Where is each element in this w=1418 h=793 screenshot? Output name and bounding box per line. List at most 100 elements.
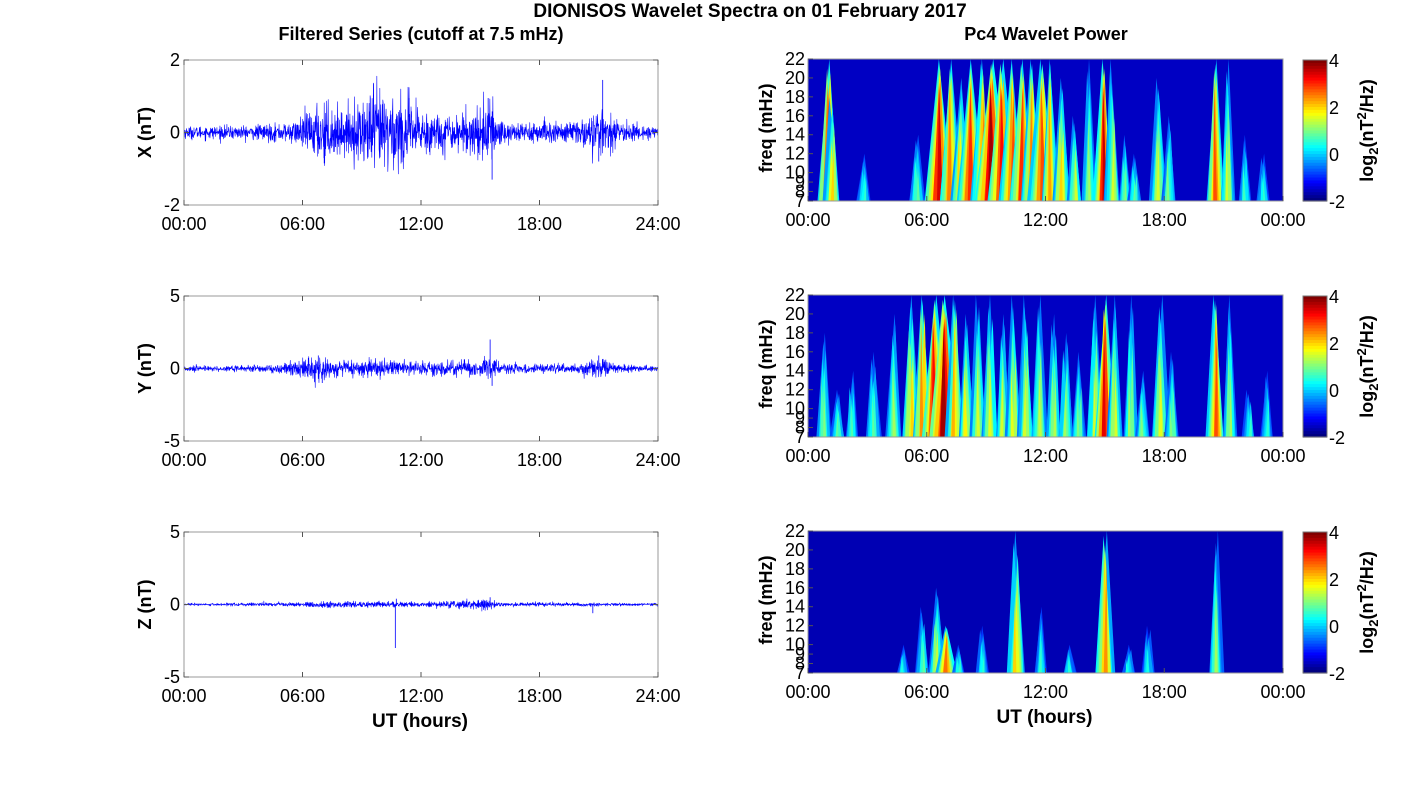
colorbar-band — [1303, 107, 1327, 111]
colorbar-band — [1303, 646, 1327, 651]
colorbar-band — [1303, 581, 1327, 586]
xtick-label: 00:00 — [1260, 446, 1305, 466]
colorbar-band — [1303, 419, 1327, 423]
ytick-label: 12 — [785, 144, 805, 164]
colorbar-band — [1303, 77, 1327, 82]
colorbar-label: log2(nT2/Hz) — [1354, 79, 1381, 181]
colorbar-band — [1303, 428, 1327, 432]
power-streak — [1169, 394, 1173, 437]
ytick-label: 8 — [795, 418, 805, 438]
colorbar-band — [1303, 177, 1327, 182]
power-streak — [835, 413, 839, 437]
power-streak — [1012, 354, 1018, 437]
power-streak — [1124, 167, 1127, 201]
power-streak — [1101, 323, 1106, 437]
colorbar-band — [1303, 98, 1327, 102]
colorbar-band — [1303, 549, 1327, 554]
colorbar-band — [1303, 534, 1327, 539]
colorbar-band — [1303, 162, 1327, 167]
figure-title: DIONISOS Wavelet Spectra on 01 February … — [533, 1, 966, 22]
colorbar-band — [1303, 60, 1327, 64]
power-streak — [1249, 413, 1252, 437]
colorbar-band — [1303, 628, 1327, 633]
colorbar-band — [1303, 398, 1327, 403]
colorbar-band — [1303, 540, 1327, 545]
ytick-label: 7 — [795, 663, 805, 683]
power-streak — [872, 394, 875, 437]
colorbar-band — [1303, 658, 1327, 662]
ytick-label: 5 — [170, 286, 180, 306]
colorbar-band — [1303, 599, 1327, 604]
colorbar-band — [1303, 593, 1327, 598]
colorbar-band — [1303, 564, 1327, 568]
power-streak — [1111, 130, 1115, 201]
trace-y — [183, 355, 659, 388]
colorbar-band — [1303, 148, 1327, 152]
ytick-label: 16 — [785, 106, 805, 126]
colorbar-band — [1303, 115, 1327, 120]
colorbar-band — [1303, 192, 1327, 196]
ytick-label: 22 — [785, 285, 805, 305]
power-streak — [910, 366, 915, 437]
ylabel: Y (nT) — [135, 343, 155, 394]
xtick-label: 06:00 — [904, 682, 949, 702]
colorbar-band — [1303, 434, 1327, 438]
colorbar-band — [1303, 587, 1327, 592]
power-streak — [1088, 130, 1091, 201]
colorbar-band — [1303, 620, 1327, 624]
left-column-title: Filtered Series (cutoff at 7.5 mHz) — [278, 24, 563, 44]
colorbar-band — [1303, 83, 1327, 88]
power-streak — [1059, 139, 1063, 201]
power-streak — [1133, 177, 1136, 201]
ytick-label: 0 — [170, 359, 180, 379]
colorbar-band — [1303, 640, 1327, 645]
ytick-label: 0 — [170, 595, 180, 615]
colorbar-label: log2(nT2/Hz) — [1354, 315, 1381, 417]
colorbar-band — [1303, 395, 1327, 400]
ytick-label: 14 — [785, 361, 805, 381]
xlabel: UT (hours) — [996, 707, 1092, 728]
colorbar-band — [1303, 101, 1327, 105]
colorbar-band — [1303, 546, 1327, 551]
colorbar-band — [1303, 425, 1327, 429]
power-streak — [967, 87, 974, 201]
ytick-label: 22 — [785, 49, 805, 69]
colorbar-band — [1303, 631, 1327, 636]
ytick-label: 9 — [795, 644, 805, 664]
colorbar-band — [1303, 124, 1327, 129]
power-streak — [1103, 559, 1108, 673]
xtick-label: 12:00 — [1023, 682, 1068, 702]
colorbar-band — [1303, 104, 1327, 108]
power-streak — [1022, 366, 1026, 437]
colorbar-band — [1303, 369, 1327, 373]
xtick-label: 12:00 — [1023, 446, 1068, 466]
timeseries-panel-x: 2 0 -200:00 06:00 12:00 18:00 24:00 X (nT) — [135, 50, 681, 234]
power-streak — [976, 366, 980, 437]
power-streak — [1146, 649, 1150, 673]
colorbar-band — [1303, 404, 1327, 409]
colorbar-band — [1303, 145, 1327, 149]
power-streak — [1039, 639, 1042, 673]
colorbar-band — [1303, 322, 1327, 326]
power-streak — [1156, 139, 1160, 201]
xtick-label: 00:00 — [785, 446, 830, 466]
xtick-label: 18:00 — [1142, 446, 1187, 466]
xtick-label: 00:00 — [161, 214, 206, 234]
colorbar-band — [1303, 532, 1327, 536]
colorbar-band — [1303, 670, 1327, 674]
colorbar-band — [1303, 558, 1327, 562]
power-streak — [937, 87, 943, 201]
colorbar-band — [1303, 304, 1327, 309]
colorbar-band — [1303, 337, 1327, 341]
xtick-label: 06:00 — [280, 214, 325, 234]
colorbar-band — [1303, 68, 1327, 73]
power-streak — [1075, 158, 1078, 201]
colorbar-band — [1303, 109, 1327, 114]
power-streak — [947, 87, 952, 201]
colorbar-band — [1303, 617, 1327, 621]
colorbar-band — [1303, 626, 1327, 630]
xtick-label: 12:00 — [398, 450, 443, 470]
colorbar-band — [1303, 159, 1327, 164]
